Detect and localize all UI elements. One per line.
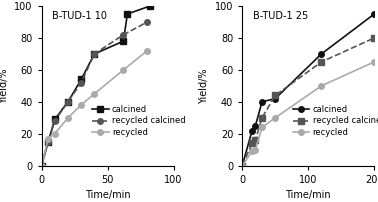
recycled (66, 117, 70, 119)
recycled (145, 49, 149, 52)
Line: recycled calcined: recycled calcined (39, 19, 150, 168)
recycled calcined (121, 34, 126, 36)
calcined (79, 78, 84, 81)
Line: recycled: recycled (39, 48, 150, 168)
recycled calcined (273, 94, 277, 97)
recycled (273, 117, 277, 119)
recycled calcined (372, 37, 376, 39)
calcined (319, 53, 324, 55)
calcined (92, 53, 97, 55)
recycled (372, 61, 376, 63)
Y-axis label: Yield/%: Yield/% (199, 68, 209, 104)
recycled (39, 164, 44, 167)
Line: recycled: recycled (239, 59, 377, 168)
calcined (39, 164, 44, 167)
recycled (240, 164, 245, 167)
recycled (250, 150, 254, 153)
Text: B-TUD-1 10: B-TUD-1 10 (52, 11, 107, 21)
calcined (125, 13, 130, 15)
recycled calcined (260, 117, 264, 119)
calcined (66, 101, 70, 103)
recycled calcined (250, 142, 254, 144)
recycled (92, 93, 97, 95)
calcined (250, 129, 254, 132)
recycled calcined (39, 164, 44, 167)
recycled (319, 85, 324, 87)
recycled (260, 126, 264, 128)
recycled calcined (46, 141, 50, 143)
calcined (46, 141, 50, 143)
Line: calcined: calcined (39, 3, 153, 168)
recycled calcined (53, 120, 57, 122)
calcined (273, 97, 277, 100)
recycled calcined (92, 53, 97, 55)
recycled (46, 137, 50, 140)
Line: recycled calcined: recycled calcined (239, 35, 377, 168)
Y-axis label: Yield/%: Yield/% (0, 68, 9, 104)
recycled calcined (66, 101, 70, 103)
calcined (240, 164, 245, 167)
recycled (121, 69, 126, 71)
calcined (253, 124, 258, 127)
Legend: calcined, recycled calcined, recycled: calcined, recycled calcined, recycled (92, 105, 186, 137)
recycled (53, 133, 57, 135)
calcined (53, 118, 57, 121)
Legend: calcined, recycled calcined, recycled: calcined, recycled calcined, recycled (293, 105, 378, 137)
recycled (79, 104, 84, 106)
Line: calcined: calcined (239, 11, 377, 168)
recycled (253, 148, 258, 151)
recycled calcined (145, 21, 149, 23)
calcined (260, 101, 264, 103)
recycled calcined (240, 164, 245, 167)
X-axis label: Time/min: Time/min (285, 190, 331, 200)
calcined (121, 40, 126, 42)
Text: B-TUD-1 25: B-TUD-1 25 (253, 11, 308, 21)
recycled calcined (319, 61, 324, 63)
X-axis label: Time/min: Time/min (85, 190, 130, 200)
recycled calcined (253, 139, 258, 141)
calcined (372, 13, 376, 15)
calcined (147, 5, 152, 7)
recycled calcined (79, 81, 84, 84)
